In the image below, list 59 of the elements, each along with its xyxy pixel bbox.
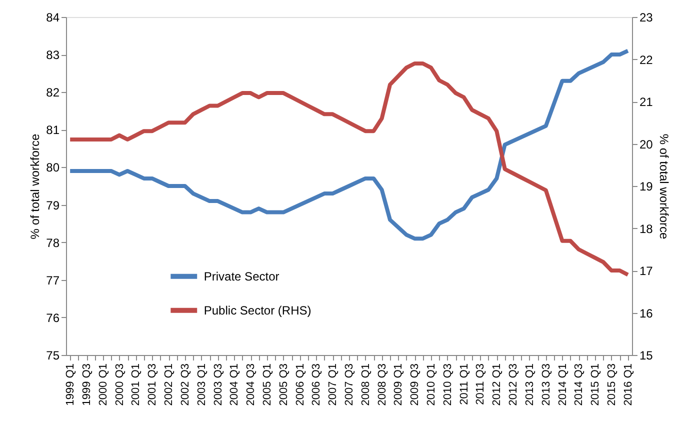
x-tick-label: 2002 Q1 [163,364,176,406]
y-tick-label: 83 [46,48,60,62]
legend-label: Private Sector [204,269,280,284]
y-axis-title: % of total workforce [28,133,42,240]
x-tick-label: 2014 Q3 [573,364,586,406]
x-tick-label: 1999 Q3 [81,364,94,406]
x-tick-label: 2008 Q1 [360,364,372,406]
x-tick-label: 2000 Q3 [114,364,126,406]
y-tick-label: 77 [46,273,60,288]
legend-label: Public Sector (RHS) [204,303,312,318]
y2-tick-label: 22 [640,52,654,67]
x-tick-label: 2002 Q3 [179,364,192,406]
y2-axis-title: % of total workforce [656,134,671,240]
y-tick-label: 81 [46,123,60,138]
x-tick-label: 2007 Q1 [327,364,340,406]
y2-tick-label: 16 [640,306,654,320]
y2-tick-label: 20 [640,137,654,152]
x-tick-label: 2006 Q1 [294,364,306,406]
x-tick-label: 2003 Q1 [196,364,208,406]
x-tick-label: 2001 Q1 [130,364,142,406]
y-tick-label: 80 [46,160,60,175]
y2-tick-label: 19 [640,180,654,194]
y2-tick-label: 18 [640,222,654,236]
x-tick-label: 1999 Q1 [64,364,77,406]
y-tick-label: 75 [46,348,60,362]
x-tick-label: 2000 Q1 [97,364,110,406]
y-tick-label: 79 [46,198,60,212]
y2-tick-label: 23 [640,10,654,24]
x-tick-label: 2014 Q1 [556,364,569,406]
x-tick-label: 2013 Q3 [540,364,552,406]
x-tick-label: 2005 Q1 [261,364,274,406]
x-tick-label: 2010 Q1 [426,364,438,406]
x-tick-label: 2015 Q3 [606,364,618,406]
y-tick-label: 78 [46,236,60,250]
y2-tick-label: 17 [640,264,654,278]
x-tick-label: 2003 Q3 [212,364,224,406]
x-tick-label: 2011 Q3 [474,364,487,405]
x-tick-label: 2009 Q1 [392,364,405,406]
line-series [68,48,630,241]
x-tick-label: 2013 Q1 [524,364,536,406]
x-tick-label: 2005 Q3 [278,364,290,406]
x-tick-label: 2016 Q1 [622,364,634,406]
y-tick-label: 84 [46,10,60,24]
x-tick-label: 2006 Q3 [310,364,323,406]
y-tick-label: 82 [46,86,60,100]
x-tick-label: 2008 Q3 [376,364,388,406]
x-tick-label: 2007 Q3 [344,364,356,406]
y2-tick-label: 15 [640,348,654,362]
y-tick-label: 76 [46,310,60,325]
x-tick-label: 2015 Q1 [590,364,602,406]
x-tick-label: 2012 Q1 [491,364,504,406]
x-tick-label: 2004 Q3 [245,364,258,406]
x-tick-label: 2010 Q3 [442,364,454,406]
y2-tick-label: 21 [640,95,654,109]
x-tick-label: 2011 Q1 [458,364,470,405]
x-tick-label: 2001 Q3 [146,364,159,406]
x-tick-label: 2009 Q3 [409,364,422,406]
x-tick-label: 2004 Q1 [228,364,241,406]
x-tick-label: 2012 Q3 [508,364,520,406]
